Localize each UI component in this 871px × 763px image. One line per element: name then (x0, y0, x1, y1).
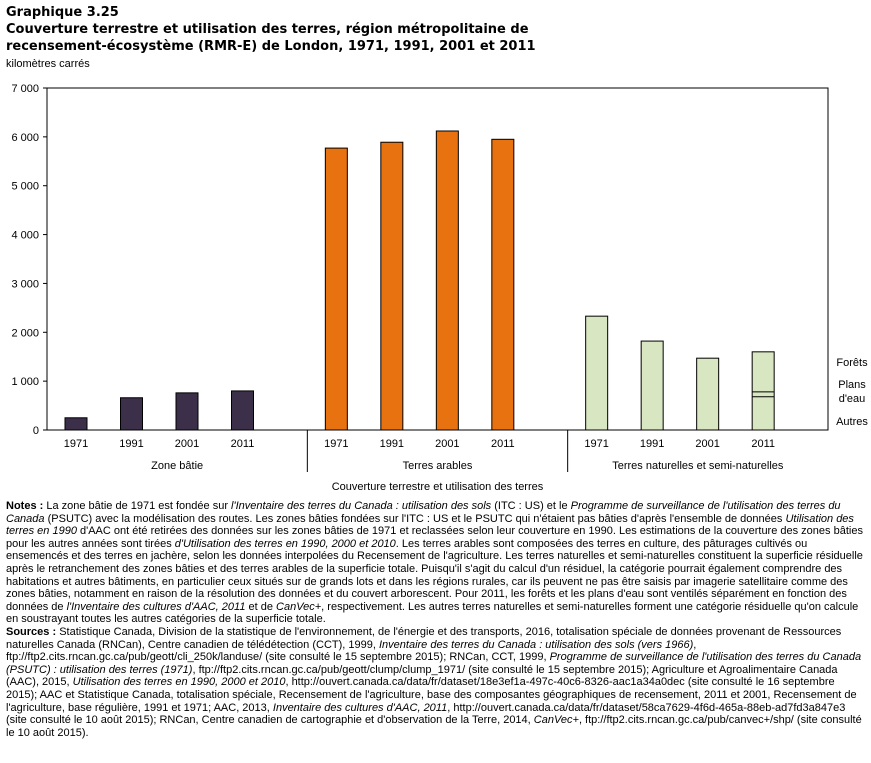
sources-label: Sources : (6, 625, 57, 638)
chart-number: Graphique 3.25 (6, 5, 119, 20)
notes-section: Notes : La zone bâtie de 1971 est fondée… (6, 500, 864, 739)
bar (696, 357, 720, 431)
y-tick-label: 2 000 (11, 327, 39, 339)
x-tick-label: 1991 (119, 438, 143, 450)
sources-text: , ftp://ftp2.cits.rncan.gc.ca/pub/geott/… (6, 638, 697, 664)
y-tick-label: 5 000 (11, 181, 39, 193)
x-tick-label: 1971 (64, 438, 88, 450)
x-tick-label: 1971 (324, 438, 348, 450)
y-tick-label: 7 000 (11, 83, 39, 95)
group-label: Terres naturelles et semi-naturelles (612, 460, 784, 472)
y-axis-unit: kilomètres carrés (6, 58, 90, 70)
bar (751, 351, 775, 431)
sources-italic: Programme de surveillance de l'utilisati… (6, 651, 862, 676)
segment-label-plans-d-eau: Plans (838, 379, 866, 391)
notes-italic: l'Inventaire des terres du Canada : util… (231, 500, 492, 512)
x-tick-label: 2011 (751, 438, 775, 450)
x-tick-label: 2011 (231, 438, 255, 450)
segment-label-plans-d-eau: d'eau (839, 393, 866, 405)
notes-text: La zone bâtie de 1971 est fondée sur (46, 500, 232, 512)
segment-label-autres: Autres (836, 416, 868, 428)
notes-text: . Les terres arables sont composées des … (6, 537, 863, 613)
bar (491, 138, 515, 431)
notes-text: , respectivement. Les autres terres natu… (6, 600, 859, 626)
bar (380, 141, 404, 431)
x-tick-label: 2001 (435, 438, 459, 450)
notes-italic: CanVec+ (276, 600, 322, 613)
bar-chart: 0 1 000 2 000 3 000 4 000 5 000 6 000 7 000 1971… (11, 83, 868, 493)
x-tick-label: 2011 (491, 438, 515, 450)
sources-text: , ftp://ftp2.cits.rncan.gc.ca/pub/geott/… (6, 663, 838, 689)
sources-text: , http://ouvert.canada.ca/data/fr/datase… (6, 676, 857, 714)
notes-italic: d'Utilisation des terres en 1990, 2000 e… (174, 537, 396, 550)
bar (435, 130, 459, 431)
sources-italic: Inventaire des cultures d'AAC, 2011 (272, 701, 448, 714)
bar (640, 340, 664, 431)
bar (64, 417, 88, 431)
sources-text: Statistique Canada, Division de la stati… (6, 625, 842, 651)
y-tick-label: 6 000 (11, 132, 39, 144)
notes-text: d'AAC ont été retirées des données sur l… (6, 525, 863, 550)
sources-italic: Inventaire des terres du Canada : utilis… (378, 638, 694, 651)
segment-label-forets: Forêts (836, 357, 868, 369)
x-tick-label: 1991 (640, 438, 664, 450)
x-tick-label: 2001 (175, 438, 199, 450)
bar (231, 390, 254, 431)
chart-title: Graphique 3.25 Couverture terrestre et u… (6, 4, 866, 55)
chart-title-line-2: recensement-écosystème (RMR-E) de London… (6, 39, 536, 54)
x-axis-title: Couverture terrestre et utilisation des … (332, 481, 544, 493)
x-tick-label: 2001 (695, 438, 719, 450)
bar (585, 315, 609, 431)
notes-italic: Utilisation des terres en 1990 (6, 512, 854, 538)
bar (175, 392, 199, 431)
bar (120, 397, 143, 431)
y-tick-label: 3 000 (11, 278, 39, 290)
y-tick-label: 1 000 (11, 376, 39, 388)
group-label: Zone bâtie (151, 460, 203, 472)
x-tick-label: 1971 (584, 438, 608, 450)
bar (324, 147, 348, 431)
notes-label: Notes : (6, 500, 44, 512)
y-tick-label: 0 (33, 425, 39, 437)
notes-text: (PSUTC) avec la modélisation des routes.… (44, 512, 786, 525)
group-label: Terres arables (403, 460, 473, 472)
notes-italic: l'Inventaire des cultures d'AAC, 2011 (66, 600, 246, 613)
notes-text: (ITC : US) et le (491, 500, 571, 512)
notes-text: et de (245, 600, 277, 613)
sources-text: , ftp://ftp2.cits.rncan.gc.ca/pub/canvec… (6, 714, 862, 739)
chart-title-line-1: Couverture terrestre et utilisation des … (6, 22, 529, 37)
sources-text: , http://ouvert.canada.ca/data/fr/datase… (6, 701, 846, 727)
sources-italic: Utilisation des terres en 1990, 2000 et … (72, 676, 286, 689)
notes-paragraph: Notes : La zone bâtie de 1971 est fondée… (6, 500, 864, 626)
notes-italic: Programme de surveillance de l'utilisati… (6, 500, 841, 525)
x-tick-label: 1991 (380, 438, 404, 450)
sources-paragraph: Sources : Statistique Canada, Division d… (6, 626, 864, 739)
y-tick-label: 4 000 (11, 230, 39, 242)
sources-italic: CanVec+ (533, 714, 579, 727)
